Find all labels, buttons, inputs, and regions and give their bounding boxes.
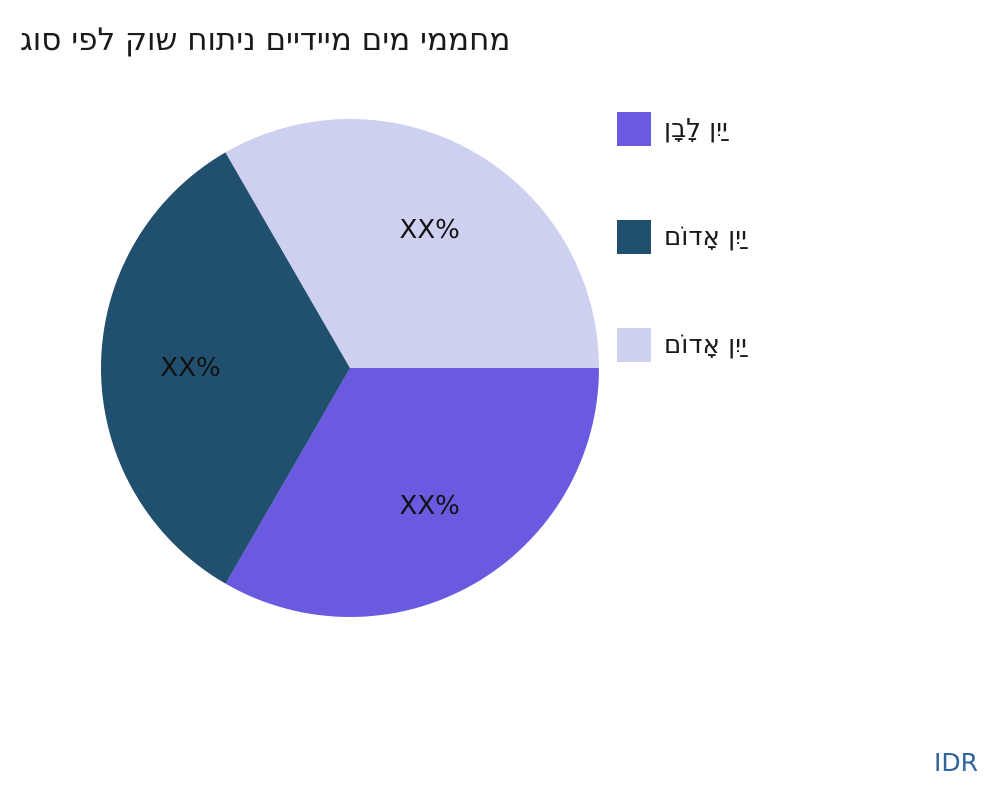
slice-value-label: XX% xyxy=(160,353,220,383)
pie-chart: XX% XX% XX% xyxy=(100,118,600,618)
pie-slice-1 xyxy=(100,152,350,584)
legend-label: ןבָלָ ןיִיַ xyxy=(664,114,728,144)
legend-item: םוֹדאָ ןיִיַ xyxy=(617,220,747,254)
pie-slice-0 xyxy=(225,368,600,618)
legend-swatch xyxy=(617,220,651,254)
legend-item: םוֹדאָ ןיִיַ xyxy=(617,328,747,362)
pie-slice-2 xyxy=(225,118,599,369)
slice-value-label: XX% xyxy=(400,491,460,521)
legend: ןבָלָ ןיִיַ םוֹדאָ ןיִיַ םוֹדאָ ןיִיַ xyxy=(617,112,747,362)
currency-label: IDR xyxy=(934,748,978,777)
slice-value-label: XX% xyxy=(400,215,460,245)
chart-title: גוס יפל קוש חותינ םיידיימ םימ יממחמ xyxy=(20,22,511,58)
legend-item: ןבָלָ ןיִיַ xyxy=(617,112,747,146)
legend-label: םוֹדאָ ןיִיַ xyxy=(664,222,747,252)
legend-label: םוֹדאָ ןיִיַ xyxy=(664,330,747,360)
legend-swatch xyxy=(617,328,651,362)
legend-swatch xyxy=(617,112,651,146)
